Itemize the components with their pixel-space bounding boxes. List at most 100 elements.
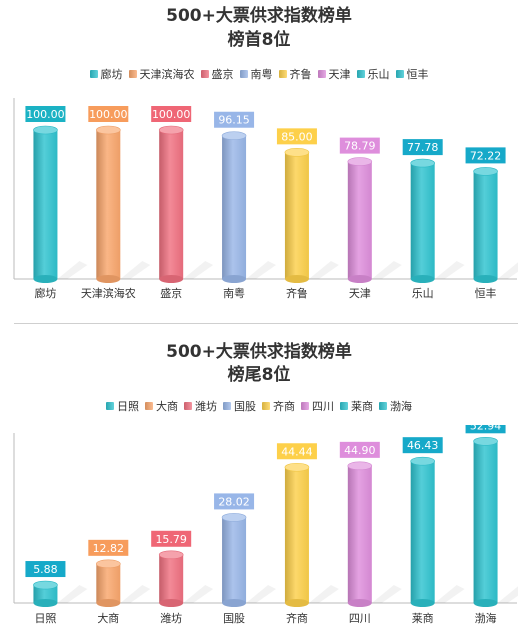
legend-item[interactable]: 恒丰 [395, 66, 429, 82]
legend-label: 南粤 [250, 68, 273, 81]
data-label: 100.00 [152, 108, 191, 121]
legend-label: 天津 [328, 68, 351, 81]
legend-label: 廊坊 [100, 68, 123, 81]
legend-label: 齐鲁 [289, 68, 312, 81]
data-label-bg [276, 443, 317, 460]
legend-label: 盛京 [211, 68, 234, 81]
data-label-bg [465, 147, 506, 164]
legend-item[interactable]: 盛京 [200, 66, 234, 82]
chart-legend: 日照 大商 潍坊 国股 齐商 四川 莱商 渤海 [0, 398, 518, 414]
legend-label: 四川 [312, 400, 334, 413]
legend-item[interactable]: 乐山 [356, 66, 390, 82]
x-tick-label: 国股 [223, 612, 245, 625]
divider [14, 323, 518, 324]
x-tick-label: 天津滨海农 [81, 286, 136, 300]
bar[interactable] [347, 157, 402, 283]
data-label: 100.00 [89, 108, 128, 121]
bar[interactable] [158, 550, 214, 607]
bar[interactable] [33, 125, 88, 283]
data-label: 85.00 [281, 130, 313, 143]
bar[interactable] [96, 125, 151, 283]
bar-top [347, 461, 373, 471]
data-label: 100.00 [26, 108, 65, 121]
legend-item[interactable]: 天津滨海农 [128, 66, 195, 82]
bar[interactable] [158, 125, 214, 283]
data-label: 44.44 [281, 445, 313, 458]
legend-label: 乐山 [367, 68, 390, 81]
legend-item[interactable]: 齐鲁 [278, 66, 312, 82]
data-label-bg [402, 139, 443, 156]
bar[interactable] [347, 461, 402, 607]
bar-top [284, 148, 310, 157]
bar[interactable] [284, 462, 339, 607]
bar[interactable] [33, 580, 88, 607]
legend-label: 恒丰 [406, 68, 429, 81]
legend-item[interactable]: 齐商 [262, 398, 295, 414]
legend-item[interactable]: 渤海 [379, 398, 412, 414]
bar-shadow [308, 585, 339, 603]
legend-item[interactable]: 天津 [317, 66, 351, 82]
bar-base [284, 599, 309, 607]
bar[interactable] [96, 559, 151, 607]
bar-shadow [497, 262, 518, 279]
bar-body [96, 563, 121, 603]
legend-swatch [223, 402, 231, 410]
x-tick-label: 四川 [349, 612, 371, 625]
legend-label: 大商 [156, 400, 178, 413]
legend-item[interactable]: 莱商 [340, 398, 373, 414]
data-label-bg [465, 425, 506, 434]
x-tick-label: 大商 [97, 611, 119, 625]
x-tick-label: 天津 [349, 287, 371, 300]
bar-shadow [434, 261, 465, 279]
bar-top [473, 436, 498, 446]
legend-item[interactable]: 四川 [301, 398, 334, 414]
bar[interactable] [410, 456, 465, 607]
bar-base [159, 275, 184, 283]
legend-item[interactable]: 南粤 [239, 66, 273, 82]
data-label-bg [25, 561, 66, 578]
x-tick-label: 齐鲁 [286, 286, 308, 300]
legend-swatch [278, 70, 287, 78]
bar-base [284, 275, 309, 283]
bar-base [33, 275, 58, 283]
chart-subtitle: 榜尾8位 [227, 365, 291, 385]
data-label: 52.94 [470, 425, 502, 432]
bar-body [473, 441, 498, 603]
legend-item[interactable]: 潍坊 [184, 398, 217, 414]
bar[interactable] [410, 158, 465, 283]
legend-label: 潍坊 [195, 400, 217, 413]
bar-top [410, 456, 435, 466]
legend-item[interactable]: 廊坊 [89, 66, 123, 82]
bar-top [284, 462, 310, 472]
bar[interactable] [284, 148, 339, 283]
legend-swatch [395, 70, 404, 78]
bar[interactable] [221, 513, 277, 607]
bar-top [473, 167, 498, 176]
legend-item[interactable]: 日照 [106, 398, 139, 414]
bar-body [159, 554, 184, 603]
data-label: 44.90 [344, 444, 376, 457]
x-tick-label: 齐商 [286, 611, 308, 625]
bar-base [473, 599, 498, 607]
legend-label: 齐商 [273, 400, 295, 413]
bar-top [96, 559, 121, 569]
bar-body [473, 171, 498, 279]
legend-swatch [301, 402, 309, 410]
bar-top [221, 131, 247, 141]
legend-item[interactable]: 国股 [223, 398, 256, 414]
bar-shadow [183, 585, 214, 603]
bar[interactable] [221, 131, 277, 283]
bar-shadow [371, 585, 402, 603]
bar-base [33, 599, 58, 607]
bar-body [33, 130, 58, 279]
legend-item[interactable]: 大商 [145, 398, 178, 414]
bar[interactable] [473, 436, 518, 607]
bar-base [473, 275, 498, 283]
chart-legend: 廊坊 天津滨海农 盛京 南粤 齐鲁 天津 乐山 恒丰 [0, 66, 518, 82]
bar-shadow [246, 261, 277, 279]
chart-subtitle: 榜首8位 [227, 30, 291, 50]
bar[interactable] [473, 167, 518, 283]
data-label-bg [151, 530, 192, 547]
bar-body [410, 461, 435, 603]
bar-base [222, 275, 247, 283]
